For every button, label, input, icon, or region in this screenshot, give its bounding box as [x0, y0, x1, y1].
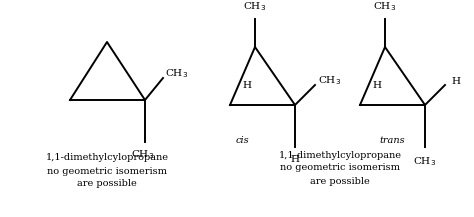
Text: CH$_3$: CH$_3$ — [244, 0, 266, 13]
Text: H: H — [451, 77, 460, 85]
Text: 1,1-dimethylcylopropane: 1,1-dimethylcylopropane — [279, 151, 401, 159]
Text: trans: trans — [379, 136, 405, 145]
Text: cis: cis — [235, 136, 249, 145]
Text: H: H — [243, 81, 252, 89]
Text: CH$_3$: CH$_3$ — [413, 155, 437, 168]
Text: CH$_3$: CH$_3$ — [165, 68, 188, 81]
Text: no geometric isomerism: no geometric isomerism — [280, 163, 400, 173]
Text: H: H — [291, 155, 300, 164]
Text: CH$_3$: CH$_3$ — [131, 148, 155, 161]
Text: CH$_3$: CH$_3$ — [374, 0, 397, 13]
Text: H: H — [373, 81, 382, 89]
Text: are possible: are possible — [310, 176, 370, 186]
Text: no geometric isomerism: no geometric isomerism — [47, 166, 167, 176]
Text: 1,1-dimethylcylopropane: 1,1-dimethylcylopropane — [46, 153, 168, 163]
Text: are possible: are possible — [77, 179, 137, 189]
Text: CH$_3$: CH$_3$ — [318, 75, 341, 87]
